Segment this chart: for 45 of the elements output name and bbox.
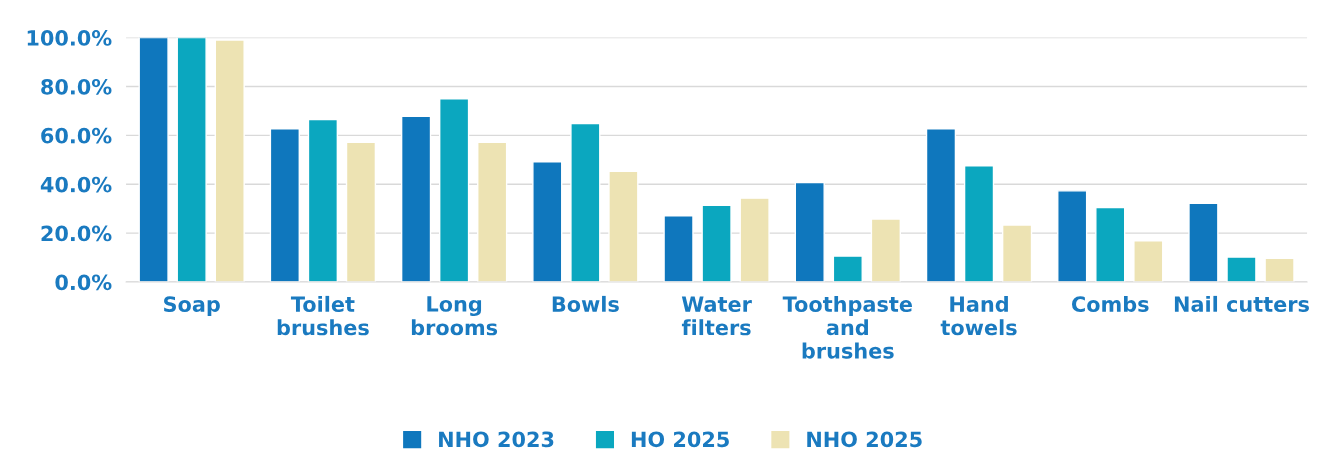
x-tick-label: Combs xyxy=(1071,295,1149,313)
bar xyxy=(570,122,601,282)
bar xyxy=(663,215,694,282)
legend-label: NHO 2023 xyxy=(439,431,554,448)
bar xyxy=(438,98,470,282)
bar xyxy=(1001,224,1033,282)
y-tick-label: 40.0% xyxy=(40,176,112,193)
bar xyxy=(739,197,770,282)
bar xyxy=(832,255,863,282)
x-tick-label: Nail cutters xyxy=(1174,295,1309,313)
y-tick-label: 60.0% xyxy=(41,127,112,144)
y-tick-label: 0.0% xyxy=(55,274,112,291)
legend-label: HO 2025 xyxy=(631,431,729,448)
bar xyxy=(214,39,245,282)
x-tick-label: Water filters xyxy=(681,296,752,336)
bar xyxy=(138,37,169,282)
bar xyxy=(176,37,207,282)
bar xyxy=(870,218,901,282)
x-tick-label: Hand towels xyxy=(940,295,1017,336)
x-tick-label: Bowls xyxy=(552,295,619,313)
bar xyxy=(1264,257,1295,282)
bar xyxy=(701,204,732,282)
x-tick-label: Long brooms xyxy=(411,296,498,336)
bar xyxy=(1188,202,1219,282)
bar xyxy=(1133,240,1164,282)
x-tick-label: Soap xyxy=(164,296,220,317)
bar xyxy=(608,170,639,282)
bar xyxy=(269,128,300,282)
bar xyxy=(1057,190,1088,282)
bar xyxy=(963,165,995,282)
bar xyxy=(1226,256,1257,282)
y-tick-label: 20.0% xyxy=(41,225,112,242)
x-tick-label: Toilet brushes xyxy=(277,295,369,336)
y-tick-label: 80.0% xyxy=(41,78,112,95)
bar xyxy=(477,141,508,282)
bar xyxy=(345,141,377,282)
bar xyxy=(1095,206,1126,282)
legend-label: NHO 2025 xyxy=(807,431,922,448)
bar xyxy=(400,115,432,282)
y-tick-label: 100.0% xyxy=(27,30,112,46)
bar xyxy=(307,118,339,282)
x-tick-label: Toothpaste and brushes xyxy=(782,295,912,359)
bar xyxy=(925,128,957,282)
bar xyxy=(532,161,563,282)
bar xyxy=(794,181,825,282)
